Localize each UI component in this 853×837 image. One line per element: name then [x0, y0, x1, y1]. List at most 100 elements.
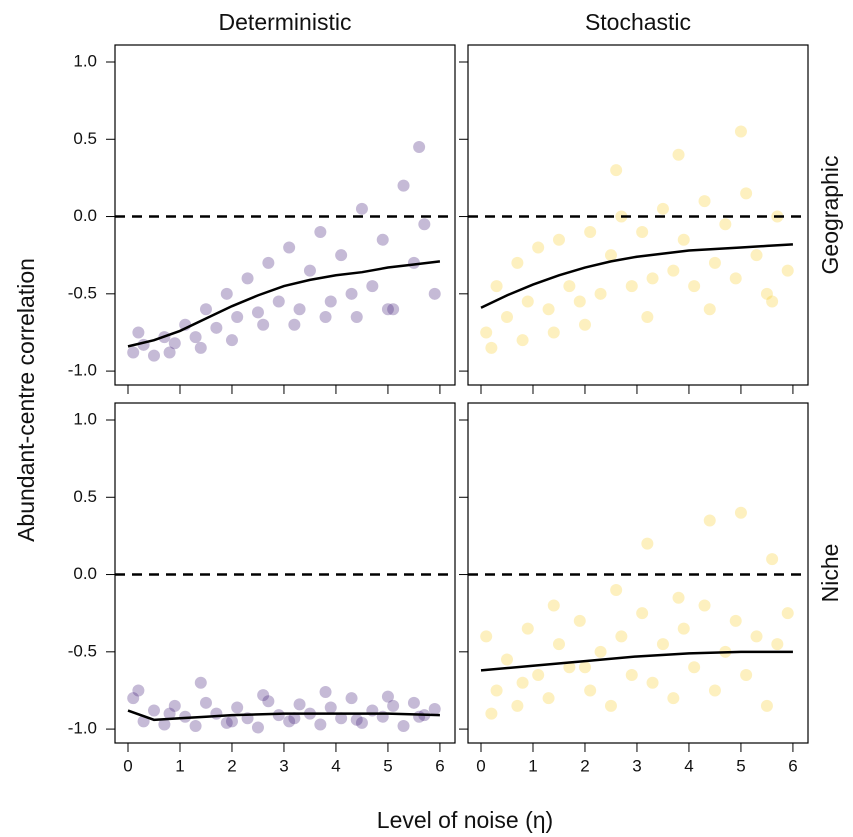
point [262, 256, 275, 269]
point [381, 303, 394, 316]
panel-frame [467, 402, 809, 744]
point [220, 716, 233, 729]
point [345, 287, 358, 300]
point [703, 514, 716, 527]
point [387, 303, 400, 316]
point [220, 287, 233, 300]
point [750, 249, 763, 262]
point [677, 622, 690, 635]
point [625, 280, 638, 293]
x-tick-label: 0 [123, 756, 132, 775]
x-tick-label: 3 [632, 756, 641, 775]
point [708, 256, 721, 269]
point [189, 720, 202, 732]
point [381, 690, 394, 703]
y-tick-label: 0.0 [73, 564, 97, 583]
point [210, 321, 223, 334]
point [573, 614, 586, 627]
point [251, 721, 264, 734]
y-tick-label: 1.0 [73, 51, 97, 70]
point [413, 710, 426, 723]
point [293, 698, 306, 711]
point [740, 669, 753, 681]
y-tick-label: -0.5 [68, 641, 97, 660]
y-tick-label: 1.0 [73, 409, 97, 428]
point [199, 303, 212, 316]
x-tick-label: 2 [227, 756, 236, 775]
point [147, 704, 160, 717]
point [760, 287, 773, 300]
point [688, 661, 701, 674]
point [688, 280, 701, 293]
x-tick-label: 6 [435, 756, 444, 775]
point [760, 699, 773, 712]
point [257, 318, 270, 331]
point [335, 712, 348, 725]
point [532, 241, 545, 254]
point [225, 334, 238, 347]
point [516, 334, 529, 347]
point [734, 125, 747, 138]
column-title: Stochastic [585, 9, 691, 35]
point [127, 692, 140, 705]
point [376, 233, 389, 246]
point [490, 280, 503, 293]
point [355, 202, 368, 215]
point [428, 287, 441, 300]
point [272, 295, 285, 308]
point [210, 707, 223, 720]
point [672, 591, 685, 604]
point [350, 713, 363, 726]
point [511, 699, 524, 712]
point [766, 553, 779, 566]
point [604, 249, 617, 262]
point [563, 280, 576, 293]
point [147, 349, 160, 362]
point [283, 715, 296, 728]
point [516, 676, 529, 689]
x-tick-label: 4 [331, 756, 340, 775]
point [521, 622, 534, 635]
point [225, 715, 238, 728]
point [511, 256, 524, 269]
point [698, 599, 711, 612]
point [194, 341, 207, 354]
point [667, 692, 680, 705]
point [542, 692, 555, 705]
point [158, 718, 171, 731]
point [532, 669, 545, 681]
point [335, 249, 348, 262]
x-tick-label: 3 [279, 756, 288, 775]
point [750, 630, 763, 643]
point [345, 692, 358, 705]
point [485, 341, 498, 354]
point [734, 506, 747, 519]
point [521, 295, 534, 308]
panel-frame [467, 44, 809, 386]
y-tick-label: 0.5 [73, 487, 97, 506]
x-tick-label: 1 [528, 756, 537, 775]
point [397, 720, 410, 732]
point [257, 689, 270, 702]
x-tick-label: 6 [788, 756, 797, 775]
point [646, 272, 659, 285]
trend-line [480, 650, 793, 672]
point [194, 676, 207, 689]
point [698, 195, 711, 208]
point [615, 630, 628, 643]
point [636, 226, 649, 238]
point [127, 346, 140, 359]
point [719, 218, 732, 231]
point [563, 661, 576, 674]
point [610, 584, 623, 596]
point [324, 701, 337, 714]
point [324, 295, 337, 308]
point [199, 696, 212, 709]
point [480, 630, 493, 643]
point [168, 337, 181, 350]
point [366, 280, 379, 293]
point [584, 226, 597, 238]
y-tick-label: -1.0 [68, 719, 97, 738]
point [288, 712, 301, 725]
